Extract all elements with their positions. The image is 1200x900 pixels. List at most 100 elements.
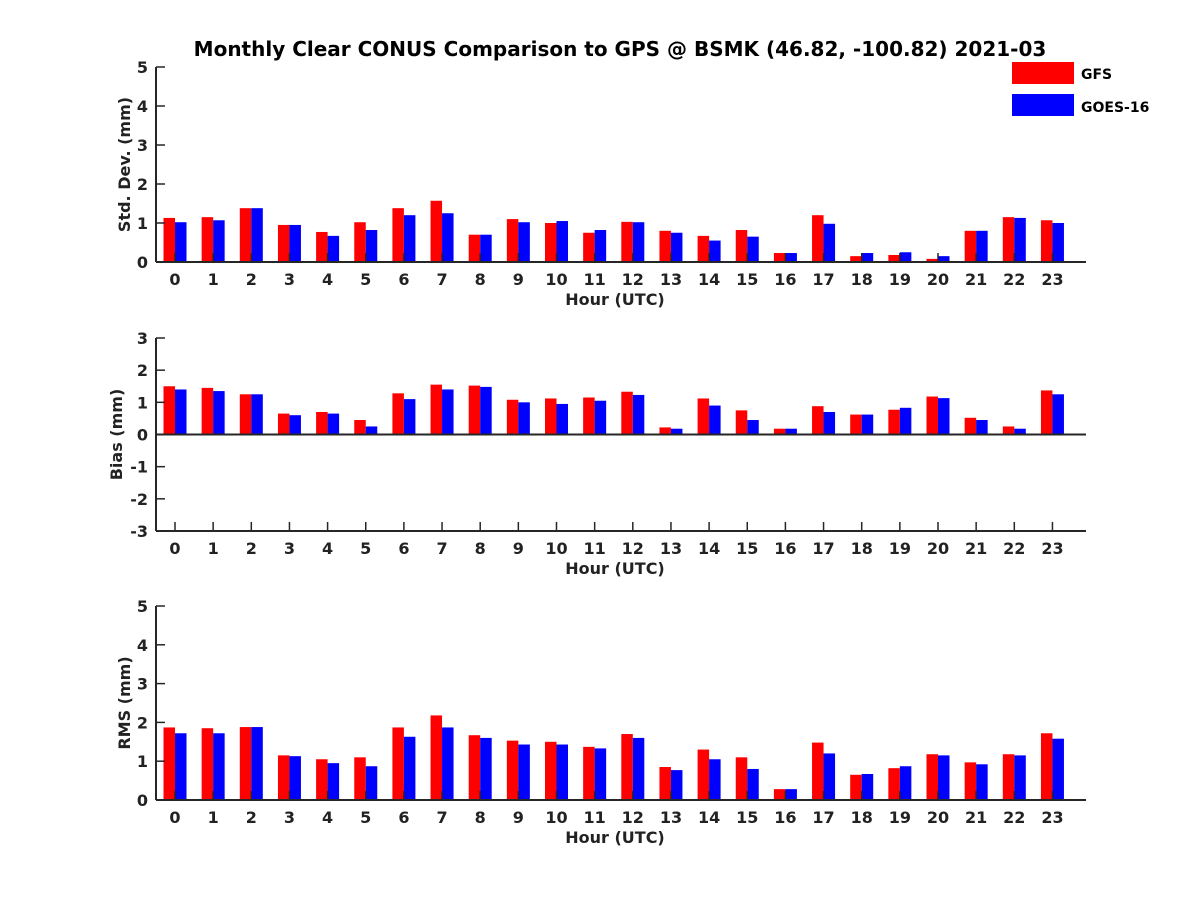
bar-gfs-hour-10 xyxy=(545,398,557,435)
x-tick-label: 23 xyxy=(1041,270,1063,289)
bar-goes16-hour-5 xyxy=(365,230,378,262)
bar-goes16-hour-21 xyxy=(976,420,988,435)
bar-gfs-hour-1 xyxy=(201,217,214,262)
x-tick-label: 6 xyxy=(398,270,409,289)
x-tick-label: 11 xyxy=(584,808,606,827)
y-tick-label: 1 xyxy=(137,214,148,233)
x-tick-label: 10 xyxy=(545,539,567,558)
x-tick-label: 15 xyxy=(736,270,758,289)
bar-goes16-hour-7 xyxy=(442,389,454,435)
bar-gfs-hour-9 xyxy=(506,399,519,435)
bar-gfs-hour-2 xyxy=(239,394,252,435)
x-tick-label: 2 xyxy=(246,270,257,289)
bar-goes16-hour-2 xyxy=(251,394,263,435)
bar-gfs-hour-1 xyxy=(201,728,214,800)
bar-goes16-hour-7 xyxy=(442,727,454,800)
x-tick-label: 6 xyxy=(398,808,409,827)
bar-goes16-hour-0 xyxy=(175,733,187,800)
y-axis-label: Bias (mm) xyxy=(107,389,126,481)
bar-gfs-hour-14 xyxy=(697,398,710,435)
bar-gfs-hour-0 xyxy=(163,386,175,435)
x-tick-label: 20 xyxy=(927,808,949,827)
x-tick-label: 14 xyxy=(698,808,720,827)
bar-gfs-hour-18 xyxy=(850,774,862,800)
bar-goes16-hour-2 xyxy=(251,208,263,262)
x-tick-label: 10 xyxy=(545,270,567,289)
bar-goes16-hour-0 xyxy=(175,222,187,262)
y-tick-label: 2 xyxy=(137,175,148,194)
bar-gfs-hour-13 xyxy=(659,767,671,800)
bar-goes16-hour-6 xyxy=(403,736,416,800)
bar-gfs-hour-5 xyxy=(354,222,366,262)
bar-gfs-hour-8 xyxy=(468,385,481,435)
x-tick-label: 10 xyxy=(545,808,567,827)
x-tick-label: 15 xyxy=(736,539,758,558)
x-tick-label: 21 xyxy=(965,808,987,827)
bar-goes16-hour-17 xyxy=(823,753,836,800)
bar-goes16-hour-14 xyxy=(709,759,721,800)
bar-goes16-hour-21 xyxy=(976,230,988,262)
bar-goes16-hour-9 xyxy=(518,402,530,435)
bar-gfs-hour-18 xyxy=(850,256,862,262)
bar-gfs-hour-5 xyxy=(354,420,366,435)
x-tick-label: 12 xyxy=(622,808,644,827)
bar-goes16-hour-10 xyxy=(556,403,568,435)
bar-goes16-hour-1 xyxy=(213,391,225,435)
bar-gfs-hour-16 xyxy=(773,428,786,435)
bar-gfs-hour-0 xyxy=(163,217,175,262)
x-tick-label: 2 xyxy=(246,539,257,558)
bar-gfs-hour-12 xyxy=(621,221,633,262)
x-axis-label: Hour (UTC) xyxy=(565,828,665,847)
bar-gfs-hour-13 xyxy=(659,427,671,435)
bar-goes16-hour-22 xyxy=(1014,428,1026,435)
bar-goes16-hour-8 xyxy=(480,737,492,800)
bar-gfs-hour-0 xyxy=(163,727,175,800)
bar-goes16-hour-13 xyxy=(670,232,683,262)
x-tick-label: 1 xyxy=(208,270,219,289)
x-tick-label: 16 xyxy=(774,539,796,558)
x-tick-label: 9 xyxy=(513,539,524,558)
x-tick-label: 18 xyxy=(851,270,873,289)
x-tick-label: 1 xyxy=(208,808,219,827)
bar-gfs-hour-19 xyxy=(888,254,900,262)
bar-gfs-hour-15 xyxy=(735,230,748,262)
bar-gfs-hour-2 xyxy=(239,208,252,262)
x-tick-label: 7 xyxy=(436,808,447,827)
y-tick-label: 3 xyxy=(137,136,148,155)
y-tick-label: 3 xyxy=(137,675,148,694)
y-tick-label: 0 xyxy=(137,426,148,445)
bar-goes16-hour-22 xyxy=(1014,755,1026,800)
bar-gfs-hour-3 xyxy=(277,413,290,435)
x-tick-label: 19 xyxy=(889,539,911,558)
legend-swatch-gfs xyxy=(1012,62,1074,84)
x-tick-label: 7 xyxy=(436,539,447,558)
bar-goes16-hour-5 xyxy=(365,426,378,435)
x-tick-label: 2 xyxy=(246,808,257,827)
bar-goes16-hour-0 xyxy=(175,389,187,435)
x-tick-label: 13 xyxy=(660,270,682,289)
x-tick-label: 11 xyxy=(584,270,606,289)
bar-goes16-hour-13 xyxy=(670,428,683,435)
x-tick-label: 21 xyxy=(965,270,987,289)
bar-gfs-hour-20 xyxy=(926,258,938,262)
legend-label-gfs: GFS xyxy=(1081,67,1112,83)
bar-goes16-hour-18 xyxy=(861,414,874,435)
bar-gfs-hour-2 xyxy=(239,727,252,800)
bar-goes16-hour-3 xyxy=(289,415,301,435)
bar-gfs-hour-6 xyxy=(392,208,404,262)
bar-gfs-hour-9 xyxy=(506,740,519,800)
bar-gfs-hour-13 xyxy=(659,230,671,262)
bar-goes16-hour-6 xyxy=(403,399,416,435)
bar-gfs-hour-7 xyxy=(430,715,443,800)
bar-gfs-hour-8 xyxy=(468,735,481,800)
x-axis-label: Hour (UTC) xyxy=(565,290,665,309)
x-tick-label: 5 xyxy=(360,270,371,289)
bar-gfs-hour-4 xyxy=(316,231,328,262)
x-tick-label: 4 xyxy=(322,808,333,827)
x-tick-label: 13 xyxy=(660,808,682,827)
bar-gfs-hour-21 xyxy=(964,762,977,800)
bar-gfs-hour-22 xyxy=(1002,754,1015,800)
x-tick-label: 22 xyxy=(1003,539,1025,558)
